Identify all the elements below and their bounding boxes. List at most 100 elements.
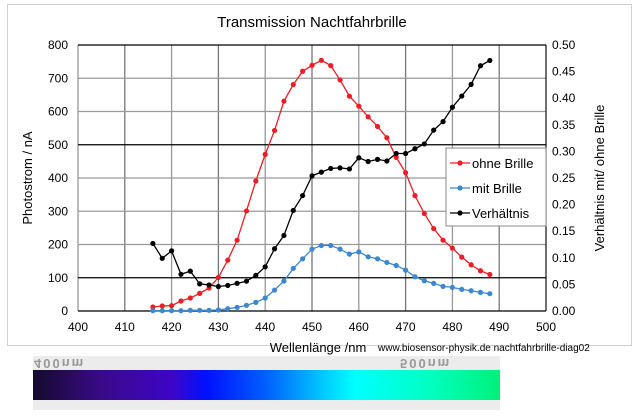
- legend-marker: [457, 185, 463, 191]
- y-tick-label: 200: [48, 238, 68, 252]
- x-tick-label: 400: [68, 320, 88, 334]
- data-point: [468, 81, 474, 87]
- y-tick-label: 400: [48, 171, 68, 185]
- data-point: [290, 81, 296, 88]
- data-point: [271, 246, 278, 252]
- y2-tick-label: 0.15: [552, 224, 576, 238]
- data-point: [178, 271, 184, 277]
- data-point: [440, 283, 446, 289]
- data-point: [346, 93, 353, 99]
- y-tick-label: 600: [48, 105, 68, 119]
- x-tick-label: 470: [396, 320, 416, 334]
- x-tick-label: 440: [255, 320, 275, 334]
- data-point: [393, 262, 399, 269]
- data-point: [206, 307, 212, 313]
- data-point: [393, 150, 399, 157]
- data-point: [337, 246, 343, 252]
- y-tick-label: 700: [48, 71, 68, 85]
- data-point: [384, 259, 390, 266]
- data-point: [159, 308, 165, 314]
- data-point: [468, 288, 474, 294]
- data-point: [197, 281, 203, 287]
- data-point: [384, 135, 390, 141]
- data-point: [421, 278, 427, 284]
- data-point: [169, 308, 175, 314]
- data-point: [309, 62, 315, 68]
- x-tick-label: 500: [536, 320, 556, 334]
- data-point: [169, 248, 175, 254]
- y2-tick-label: 0.10: [552, 251, 576, 265]
- data-point: [412, 193, 418, 199]
- legend-label: mit Brille: [472, 181, 522, 196]
- data-point: [328, 242, 334, 249]
- y2-tick-label: 0.45: [552, 65, 576, 79]
- y-tick-label: 300: [48, 204, 68, 218]
- data-point: [459, 254, 465, 260]
- data-point: [281, 98, 287, 104]
- spectrum-color-bar: [33, 370, 500, 400]
- data-point: [169, 303, 175, 309]
- series-line-0: [152, 59, 491, 308]
- data-point: [412, 146, 418, 152]
- data-point: [150, 308, 156, 314]
- data-point: [440, 237, 446, 243]
- legend-marker: [457, 160, 463, 166]
- data-point: [215, 307, 221, 313]
- data-point: [300, 68, 306, 74]
- data-point: [346, 251, 353, 257]
- data-point: [262, 151, 268, 157]
- data-point: [234, 304, 240, 310]
- y2-tick-label: 0.00: [552, 304, 576, 318]
- data-point: [243, 302, 250, 308]
- data-point: [346, 166, 353, 172]
- data-point: [365, 254, 371, 260]
- data-point: [421, 210, 427, 217]
- y-tick-label: 0: [61, 304, 68, 318]
- data-point: [197, 307, 203, 313]
- data-point: [281, 278, 287, 284]
- data-point: [234, 237, 240, 243]
- data-point: [459, 93, 465, 99]
- x-tick-label: 460: [349, 320, 369, 334]
- data-point: [178, 298, 184, 304]
- x-tick-label: 410: [115, 320, 135, 334]
- data-point: [459, 286, 465, 292]
- x-tick-label: 450: [302, 320, 322, 334]
- data-point: [309, 173, 315, 179]
- data-point: [403, 170, 409, 176]
- data-point: [328, 63, 334, 69]
- data-point: [487, 291, 493, 297]
- data-point: [271, 127, 278, 134]
- data-point: [206, 282, 212, 288]
- spectrum-label-400: 400nm: [34, 356, 86, 371]
- y2-axis-label: Verhältnis mit/ ohne Brille: [592, 105, 607, 252]
- data-point: [477, 289, 484, 295]
- data-point: [403, 267, 409, 273]
- data-point: [318, 242, 324, 249]
- data-point: [243, 278, 250, 284]
- data-point: [225, 306, 231, 312]
- y-axis-label: Photostrom / nA: [20, 131, 35, 225]
- data-point: [328, 165, 334, 172]
- x-tick-label: 430: [208, 320, 228, 334]
- data-point: [384, 158, 390, 164]
- data-point: [300, 192, 306, 199]
- data-point: [290, 207, 296, 214]
- data-point: [197, 290, 203, 296]
- data-point: [243, 208, 250, 214]
- data-point: [253, 272, 259, 278]
- y2-tick-label: 0.40: [552, 91, 576, 105]
- x-tick-label: 480: [442, 320, 462, 334]
- y2-tick-label: 0.05: [552, 277, 576, 291]
- data-point: [374, 156, 381, 162]
- y2-tick-label: 0.25: [552, 171, 576, 185]
- data-point: [262, 264, 268, 270]
- data-point: [318, 57, 324, 63]
- chart-title: Transmission Nachtfahrbrille: [217, 14, 407, 31]
- y2-tick-label: 0.20: [552, 198, 576, 212]
- data-point: [281, 232, 287, 239]
- data-point: [431, 280, 437, 287]
- data-point: [187, 307, 193, 313]
- data-point: [477, 63, 484, 69]
- data-point: [309, 246, 315, 252]
